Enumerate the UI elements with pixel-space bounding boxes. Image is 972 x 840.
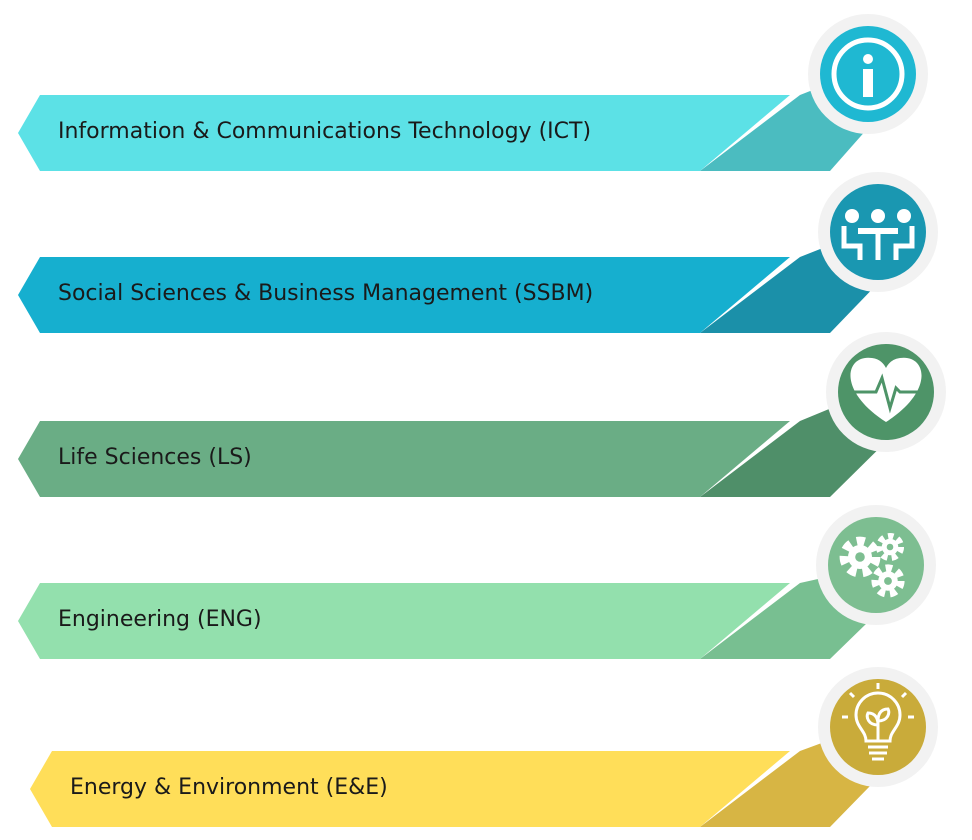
banner: Engineering (ENG) — [18, 505, 936, 659]
icon — [841, 209, 915, 260]
icon-part — [875, 532, 905, 562]
icon-part — [871, 564, 905, 598]
icon-part — [839, 536, 881, 578]
banner-body — [18, 95, 790, 171]
banner-body — [18, 421, 790, 497]
icon-part — [884, 577, 892, 585]
icon-part — [886, 543, 894, 551]
icon — [839, 532, 905, 598]
icon-part — [897, 209, 911, 223]
banner: Energy & Environment (E&E) — [30, 667, 938, 827]
banner-body — [18, 257, 790, 333]
icon-part — [845, 209, 859, 223]
icon-part — [863, 69, 873, 97]
icon-part — [865, 707, 891, 761]
icon-part — [858, 228, 898, 234]
banner: Social Sciences & Business Management (S… — [18, 172, 938, 333]
icon-part — [863, 54, 873, 64]
banner-label: Social Sciences & Business Management (S… — [58, 281, 593, 306]
banner: Life Sciences (LS) — [18, 332, 946, 497]
banner-body — [30, 751, 790, 827]
icon-part — [831, 37, 905, 111]
icon-part — [848, 691, 856, 699]
banner-body — [18, 583, 790, 659]
banner-label: Engineering (ENG) — [58, 607, 262, 632]
banner: Information & Communications Technology … — [18, 14, 928, 171]
banner-label: Energy & Environment (E&E) — [70, 775, 388, 800]
banner-label: Information & Communications Technology … — [58, 119, 591, 144]
icon — [842, 683, 914, 761]
icon-part — [855, 552, 865, 562]
icon — [850, 357, 922, 422]
icon-part — [900, 691, 908, 699]
icon-part — [841, 226, 915, 260]
banner-label: Life Sciences (LS) — [58, 445, 252, 470]
icon — [831, 37, 905, 111]
icon-part — [871, 209, 885, 223]
icon-part — [850, 373, 922, 414]
icon-part — [854, 691, 902, 743]
